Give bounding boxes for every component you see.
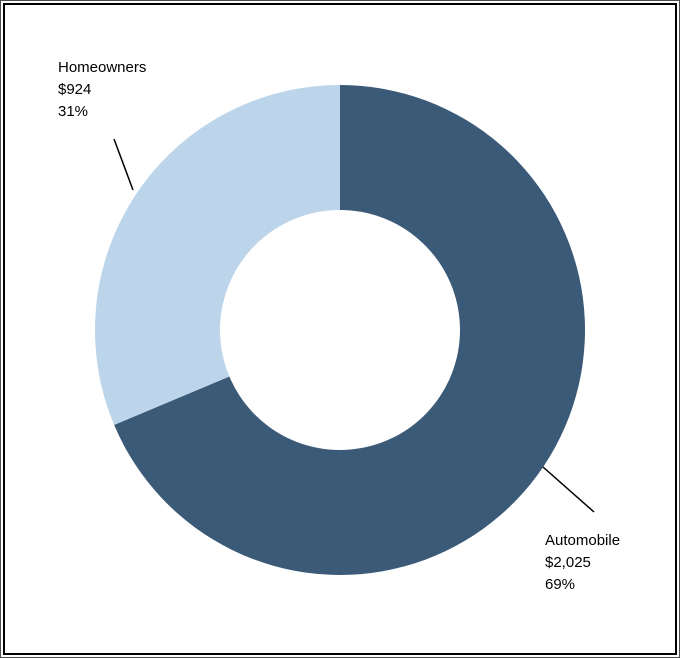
homeowners-slice-label: Homeowners <box>58 59 147 76</box>
automobile-callout: Automobile $2,025 69% <box>545 530 620 596</box>
donut-slice-automobile <box>114 85 586 575</box>
homeowners-leader-line <box>113 138 134 191</box>
homeowners-slice-value: $924 <box>58 81 92 98</box>
donut-chart <box>95 85 595 575</box>
donut-slice-homeowners <box>95 85 340 425</box>
homeowners-slice-percent: 31% <box>58 103 89 120</box>
chart-border-frame: Homeowners $924 31% Automobile $2,025 69… <box>3 3 677 655</box>
automobile-slice-label: Automobile <box>545 532 621 549</box>
automobile-slice-value: $2,025 <box>545 554 591 571</box>
automobile-leader-line <box>542 466 595 513</box>
homeowners-callout: Homeowners $924 31% <box>58 57 146 123</box>
automobile-slice-percent: 69% <box>545 576 576 593</box>
